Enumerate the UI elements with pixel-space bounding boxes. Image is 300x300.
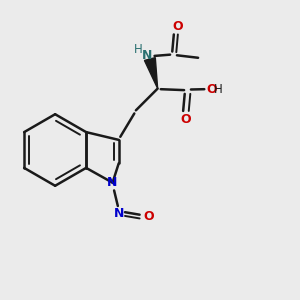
Text: O: O [144,210,154,223]
Text: O: O [180,113,191,127]
Text: H: H [134,43,142,56]
Text: H: H [214,83,223,96]
Text: N: N [142,49,153,62]
Text: O: O [206,83,217,96]
Text: O: O [172,20,183,33]
Polygon shape [145,58,158,88]
Text: N: N [107,176,118,189]
Text: N: N [114,207,124,220]
